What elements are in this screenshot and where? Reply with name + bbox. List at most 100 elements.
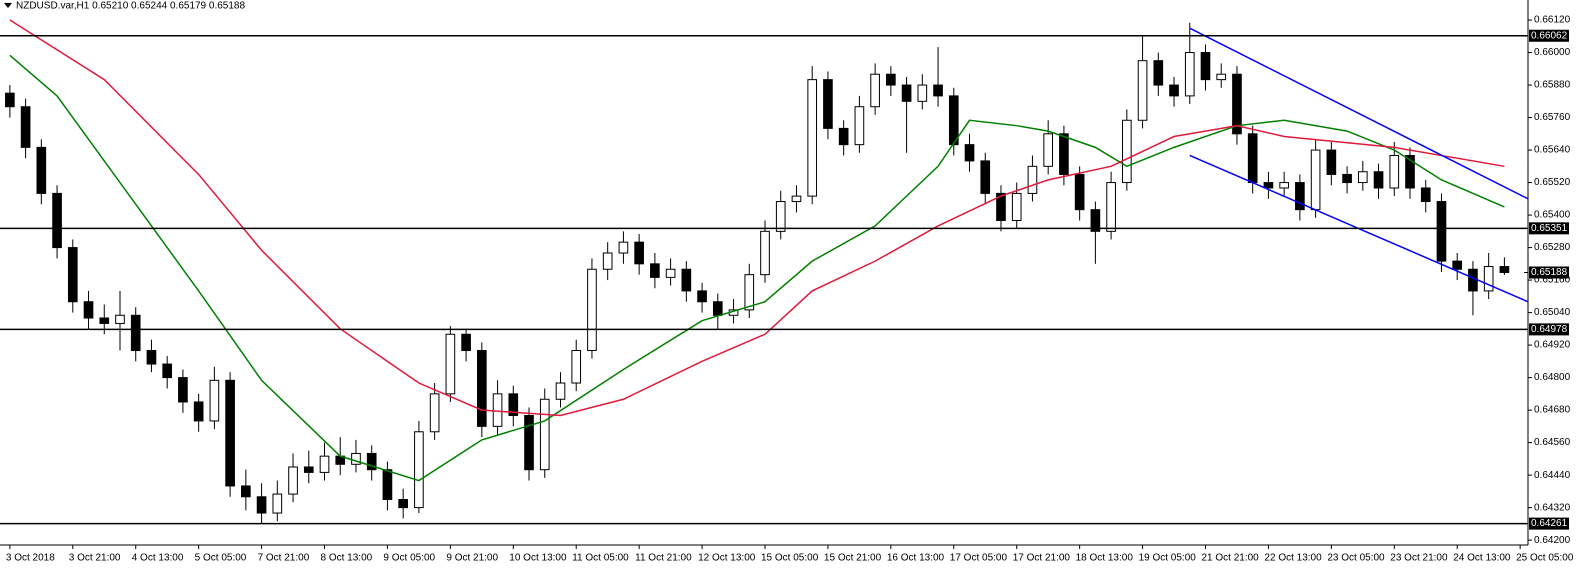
candle-body (461, 333, 471, 352)
x-tick-label: 16 Oct 13:00 (887, 553, 945, 564)
candle-body (886, 73, 896, 86)
candle-body (524, 415, 534, 471)
x-tick-label: 21 Oct 21:00 (1201, 553, 1259, 564)
candle-body (1342, 173, 1352, 184)
y-tick-label: 0.66120 (1534, 15, 1571, 26)
x-tick-label: 23 Oct 05:00 (1327, 553, 1385, 564)
trend-line (1189, 27, 1529, 200)
candle-body (555, 382, 566, 400)
price-tag-label: 0.64978 (1531, 324, 1568, 335)
candle-body (1326, 149, 1337, 175)
candle-body (712, 301, 723, 316)
y-tick-label: 0.65280 (1534, 242, 1571, 253)
candle-body (508, 393, 519, 417)
x-tick-label: 7 Oct 21:00 (258, 553, 310, 564)
y-tick-label: 0.64680 (1534, 405, 1571, 416)
candle-body (571, 350, 582, 384)
price-tag-label: 0.64261 (1531, 518, 1568, 529)
candle-body (178, 377, 188, 403)
price-tag (1529, 323, 1569, 336)
candle-body (933, 84, 943, 97)
candle-body (1357, 171, 1368, 184)
candle-body (272, 493, 283, 514)
candle-body (838, 127, 849, 146)
moving-average (9, 54, 1505, 482)
menu-arrow (4, 3, 12, 8)
price-tag-label: 0.65351 (1531, 223, 1568, 234)
candle-body (1436, 201, 1447, 262)
candle-body (681, 268, 692, 292)
y-tick-label: 0.64800 (1534, 372, 1571, 383)
candle-body (791, 195, 802, 203)
x-tick-label: 10 Oct 13:00 (509, 553, 567, 564)
y-tick-label: 0.65520 (1534, 177, 1571, 188)
chart-title: NZDUSD.var,H1 0.65210 0.65244 0.65179 0.… (16, 1, 245, 12)
candle-body (618, 241, 629, 254)
moving-average (9, 19, 1505, 417)
candle-body (807, 79, 818, 197)
candle-body (1027, 165, 1038, 194)
candle-body (52, 192, 62, 249)
candle-body (1153, 60, 1164, 86)
candle-body (760, 230, 770, 276)
candle-body (1420, 187, 1431, 203)
candle-body (1074, 173, 1085, 211)
candle-body (1106, 182, 1116, 232)
price-tag-label: 0.66062 (1531, 30, 1568, 41)
x-tick-label: 11 Oct 05:00 (572, 553, 629, 564)
candle-body (1184, 52, 1195, 97)
candle-body (634, 241, 644, 265)
x-tick-label: 18 Oct 13:00 (1076, 553, 1134, 564)
y-tick-label: 0.64920 (1534, 340, 1571, 351)
candle-body (901, 84, 912, 102)
candle-body (980, 160, 991, 194)
candle-body (1373, 171, 1384, 189)
candle-body (602, 252, 613, 270)
x-tick-label: 25 Oct 05:00 (1516, 553, 1574, 564)
candle-body (241, 485, 251, 498)
candle-body (948, 95, 959, 146)
candle-body (366, 452, 377, 471)
x-tick-label: 17 Oct 21:00 (1013, 553, 1071, 564)
price-tag-label: 0.65188 (1531, 267, 1568, 278)
candle-body (209, 379, 220, 422)
x-tick-label: 8 Oct 13:00 (321, 553, 373, 564)
candle-body (1232, 73, 1242, 135)
candle-body (146, 350, 157, 365)
candle-body (1468, 268, 1478, 292)
y-tick-label: 0.65640 (1534, 145, 1571, 156)
x-tick-label: 19 Oct 05:00 (1139, 553, 1197, 564)
y-tick-label: 0.65760 (1534, 112, 1571, 123)
candle-body (539, 398, 550, 471)
candle-body (162, 363, 173, 379)
x-tick-label: 11 Oct 21:00 (635, 553, 692, 564)
candle-body (1169, 84, 1179, 97)
x-tick-label: 9 Oct 21:00 (446, 553, 498, 564)
candle-body (5, 92, 15, 108)
x-tick-label: 3 Oct 21:00 (69, 553, 121, 564)
candle-body (429, 393, 440, 433)
candle-body (1122, 119, 1132, 184)
candle-body (1499, 266, 1510, 273)
candle-body (130, 314, 141, 352)
candle-body (650, 263, 660, 278)
candle-body (1043, 133, 1054, 167)
candle-body (83, 301, 94, 319)
candle-body (67, 247, 78, 303)
candle-body (1452, 260, 1463, 270)
candle-body (1247, 133, 1258, 184)
candle-body (1295, 182, 1305, 211)
y-tick-label: 0.65160 (1534, 275, 1571, 286)
candle-body (193, 401, 204, 422)
candle-body (917, 84, 928, 102)
candle-body (476, 350, 487, 427)
candle-body (854, 106, 865, 146)
candle-body (1310, 149, 1321, 211)
x-tick-label: 17 Oct 05:00 (950, 553, 1008, 564)
x-tick-label: 5 Oct 05:00 (195, 553, 247, 564)
price-tag (1529, 222, 1569, 235)
candle-body (665, 268, 676, 278)
candle-body (115, 314, 125, 324)
y-tick-label: 0.64200 (1534, 535, 1571, 546)
candle-body (1059, 133, 1069, 175)
